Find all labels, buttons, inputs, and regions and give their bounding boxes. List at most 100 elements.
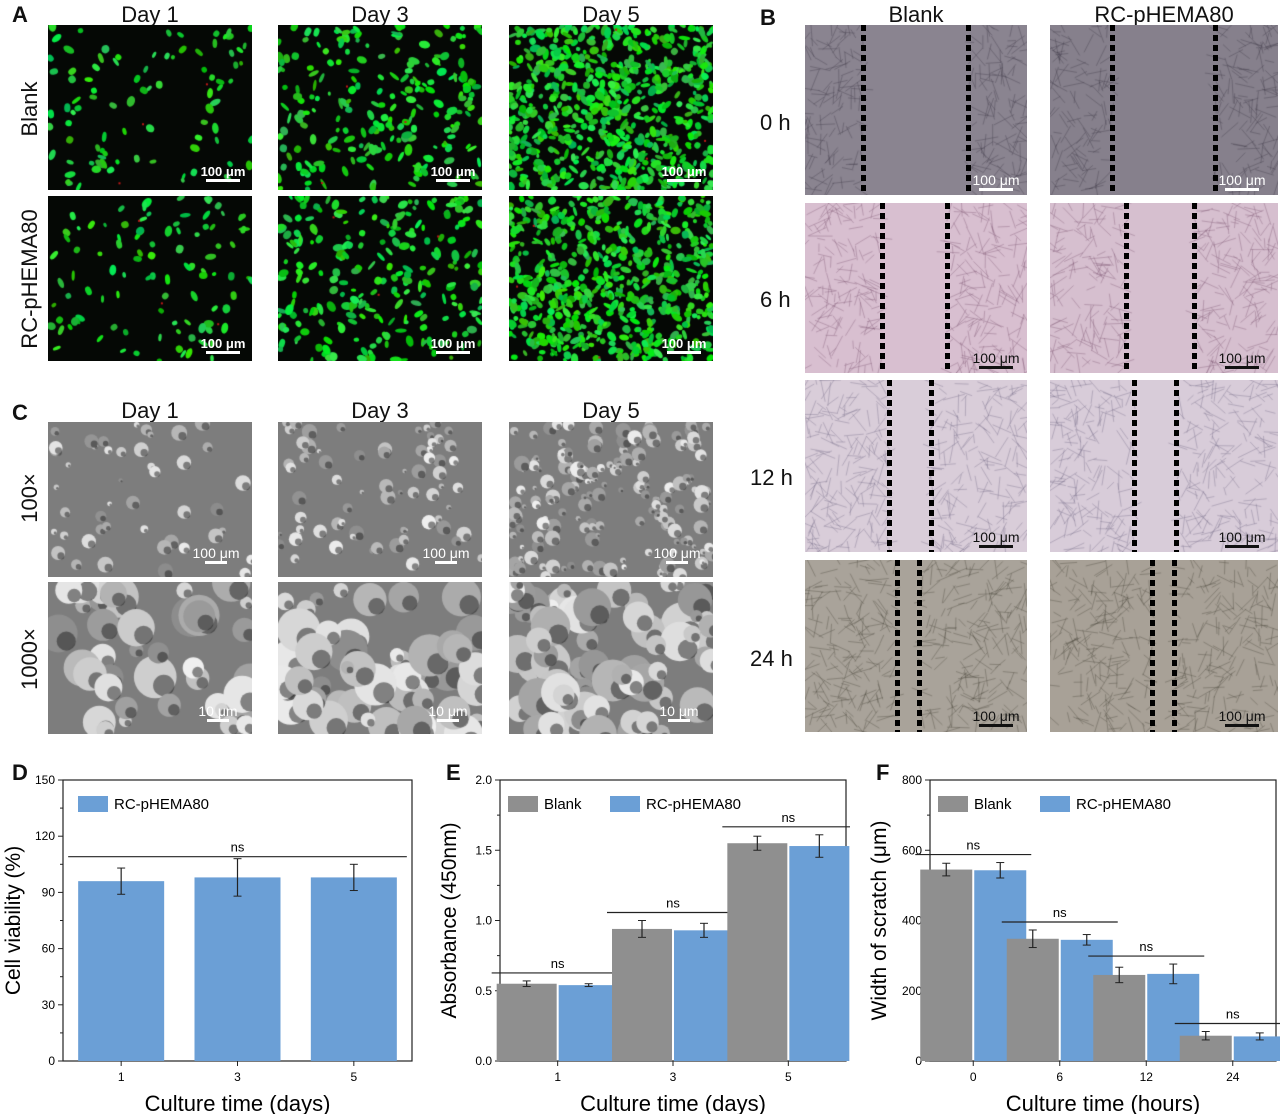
bar: [194, 877, 281, 1061]
y-tick-label: 1.0: [475, 914, 492, 928]
significance-label: ns: [1226, 1006, 1240, 1021]
x-tick-label: 3: [234, 1070, 241, 1084]
x-tick-label: 1: [118, 1070, 125, 1084]
x-tick-label: 12: [1140, 1070, 1154, 1084]
legend-swatch: [938, 796, 968, 812]
scratch-assay-image: [805, 203, 1027, 373]
significance-label: ns: [231, 840, 245, 855]
y-tick-label: 200: [902, 984, 922, 998]
panel-b-row-title: 6 h: [760, 287, 791, 312]
panel-label-c: C: [12, 400, 28, 425]
legend-swatch: [508, 796, 538, 812]
x-tick-label: 5: [350, 1070, 357, 1084]
x-tick-label: 5: [785, 1070, 792, 1084]
sem-image: [278, 582, 482, 734]
legend-label: RC-pHEMA80: [1076, 796, 1171, 813]
y-tick-label: 600: [902, 843, 922, 857]
y-tick-label: 60: [42, 942, 56, 956]
sem-image: [48, 582, 252, 734]
y-tick-label: 0: [915, 1054, 922, 1068]
y-tick-label: 400: [902, 914, 922, 928]
scratch-assay-image: [1050, 380, 1278, 552]
bar: [1233, 1036, 1280, 1061]
scale-bar: 100 μm: [182, 545, 250, 564]
legend-label: RC-pHEMA80: [114, 796, 209, 813]
y-tick-label: 1.5: [475, 843, 492, 857]
panel-a-col-title: Day 5: [582, 2, 640, 27]
panel-c-col-title: Day 3: [351, 398, 409, 423]
panel-label-e: E: [446, 760, 461, 785]
significance-label: ns: [551, 956, 565, 971]
bar: [612, 928, 672, 1061]
panel-label-a: A: [12, 2, 28, 27]
fluorescence-image: [278, 25, 482, 190]
panel-b-row-title: 24 h: [750, 646, 793, 671]
scratch-assay-image: [1050, 25, 1278, 195]
y-tick-label: 120: [35, 829, 55, 843]
bar: [496, 983, 557, 1061]
panel-a-row-title: RC-pHEMA80: [17, 209, 42, 349]
bar: [78, 881, 165, 1061]
panel-b-row-title: 0 h: [760, 110, 791, 135]
scale-bar: 100 μm: [425, 164, 481, 182]
bar: [920, 869, 973, 1061]
scale-bar: 100 μm: [643, 545, 711, 564]
panel-b-row-title: 12 h: [750, 465, 793, 490]
x-tick-label: 0: [970, 1070, 977, 1084]
scale-bar: 10 μm: [418, 703, 478, 722]
legend-swatch: [1040, 796, 1070, 812]
scale-bar: 100 μm: [1212, 172, 1272, 191]
y-axis-title: Cell viability (%): [2, 846, 25, 995]
x-tick-label: 6: [1056, 1070, 1063, 1084]
panel-c-col-title: Day 1: [121, 398, 179, 423]
significance-label: ns: [781, 810, 795, 825]
chart-e: 0.0 0.5 1.0 1.5 2.0 Blank RC-pHEMA80 1 ns 3 ns 5 ns C…: [438, 773, 850, 1114]
x-axis-title: Culture time (days): [580, 1091, 766, 1114]
panel-label-d: D: [12, 760, 28, 785]
scratch-assay-image: [805, 560, 1027, 732]
scale-bar: 100 μm: [425, 336, 481, 354]
legend-label: RC-pHEMA80: [646, 796, 741, 813]
scale-bar: 100 μm: [1212, 350, 1272, 369]
x-axis-title: Culture time (days): [145, 1091, 331, 1114]
bar: [1006, 938, 1059, 1061]
bar: [789, 846, 850, 1061]
scratch-assay-image: [1050, 203, 1278, 373]
panel-a-col-title: Day 1: [121, 2, 179, 27]
panel-c-row-title: 100×: [17, 473, 42, 523]
y-tick-label: 0: [48, 1054, 55, 1068]
bar: [558, 985, 619, 1061]
sem-image: [509, 422, 713, 577]
sem-image: [509, 582, 713, 734]
x-tick-label: 24: [1226, 1070, 1240, 1084]
panel-b-col-title: RC-pHEMA80: [1094, 2, 1234, 27]
y-tick-label: 30: [42, 998, 56, 1012]
scale-bar: 100 μm: [966, 529, 1026, 548]
scale-bar: 10 μm: [188, 703, 248, 722]
scale-bar: 100 μm: [966, 708, 1026, 727]
sem-image: [278, 422, 482, 577]
bar: [727, 843, 788, 1061]
panel-c-col-title: Day 5: [582, 398, 640, 423]
panel-a-row-title: Blank: [17, 81, 42, 137]
scale-bar: 100 μm: [966, 172, 1026, 191]
scale-bar: 10 μm: [649, 703, 709, 722]
scale-bar: 100 μm: [656, 164, 712, 182]
scale-bar: 100 μm: [656, 336, 712, 354]
y-tick-label: 0.0: [475, 1054, 492, 1068]
fluorescence-image: [509, 196, 713, 361]
significance-label: ns: [666, 896, 680, 911]
scale-bar: 100 μm: [195, 164, 251, 182]
scratch-assay-image: [805, 25, 1027, 195]
scale-bar: 100 μm: [195, 336, 251, 354]
y-tick-label: 2.0: [475, 773, 492, 787]
panel-label-f: F: [876, 760, 890, 785]
scale-bar: 100 μm: [1212, 529, 1272, 548]
scale-bar: 100 μm: [966, 350, 1026, 369]
sem-image: [48, 422, 252, 577]
panel-c-row-title: 1000×: [17, 628, 42, 690]
y-tick-label: 150: [35, 773, 55, 787]
significance-label: ns: [966, 838, 980, 853]
fluorescence-image: [48, 196, 252, 361]
y-tick-label: 90: [42, 885, 56, 899]
